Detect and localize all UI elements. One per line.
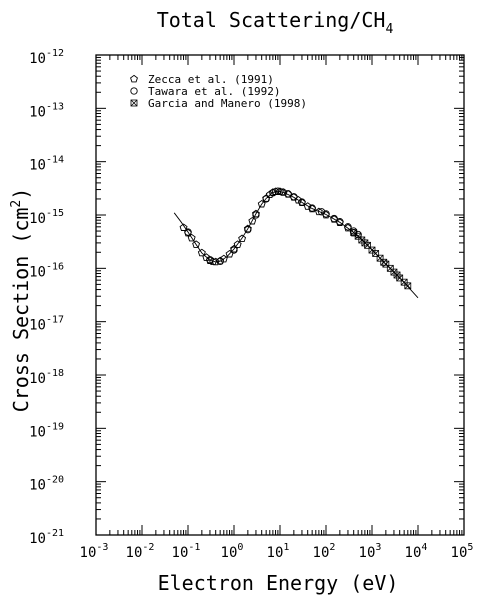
chart-title: Total Scattering/CH4 bbox=[157, 8, 394, 37]
y-axis-label-close: ) bbox=[9, 188, 33, 200]
data-point-series-1 bbox=[248, 216, 257, 225]
x-tick-labels: 10-3 10-2 10-1 100 101 102 103 104 105 bbox=[80, 542, 474, 561]
y-axis-label: Cross Section (cm2) bbox=[9, 188, 33, 413]
y-axis-label-main: Cross Section (cm bbox=[9, 208, 33, 413]
data-point-series-1 bbox=[314, 207, 323, 216]
x-axis-label: Electron Energy (eV) bbox=[158, 571, 399, 595]
x-tick-label: 103 bbox=[359, 542, 382, 561]
data-point-series-2 bbox=[344, 223, 352, 231]
data-point-series-1 bbox=[179, 223, 188, 231]
y-tick-label: 10-19 bbox=[29, 421, 64, 440]
data-point-series-1 bbox=[187, 233, 196, 242]
data-point-series-1 bbox=[238, 234, 247, 243]
plot-frame bbox=[95, 54, 465, 536]
x-tick-label: 102 bbox=[313, 542, 336, 561]
data-point-series-2 bbox=[269, 189, 277, 197]
data-point-series-2 bbox=[252, 211, 260, 219]
legend-label-1: Zecca et al. (1991) bbox=[148, 73, 274, 86]
legend-marker-2 bbox=[130, 87, 138, 95]
chart-title-main: Total Scattering/CH bbox=[157, 8, 386, 32]
data-point-series-3 bbox=[404, 282, 412, 290]
data-point-series-2 bbox=[244, 226, 252, 234]
legend: Zecca et al. (1991)Tawara et al. (1992)G… bbox=[130, 73, 307, 110]
legend-marker-3 bbox=[130, 99, 138, 107]
axis-ticks bbox=[95, 55, 464, 536]
data-point-series-1 bbox=[257, 199, 266, 208]
y-tick-label: 10-18 bbox=[29, 368, 64, 387]
y-tick-label: 10-14 bbox=[29, 155, 64, 174]
chart-title-subscript: 4 bbox=[385, 22, 393, 37]
data-point-series-3 bbox=[382, 260, 390, 268]
x-tick-label: 10-2 bbox=[126, 542, 155, 561]
data-point-series-1 bbox=[251, 209, 260, 218]
data-point-series-2 bbox=[216, 257, 224, 266]
data-point-series-3 bbox=[350, 229, 358, 236]
y-tick-label: 10-17 bbox=[29, 315, 64, 334]
x-tick-label: 10-3 bbox=[80, 542, 109, 561]
data-markers bbox=[179, 187, 412, 290]
data-point-series-2 bbox=[230, 246, 238, 254]
data-point-series-2 bbox=[206, 256, 214, 264]
data-point-series-2 bbox=[184, 228, 192, 236]
y-tick-label: 10-16 bbox=[29, 261, 64, 280]
data-point-series-2 bbox=[336, 218, 344, 226]
x-tick-label: 105 bbox=[451, 542, 474, 561]
x-tick-label: 10-1 bbox=[172, 542, 201, 561]
data-point-series-2 bbox=[298, 198, 306, 206]
data-point-series-1 bbox=[192, 240, 201, 248]
y-axis-label-superscript: 2 bbox=[9, 200, 24, 208]
data-point-series-2 bbox=[322, 210, 330, 218]
x-tick-label: 101 bbox=[267, 542, 290, 561]
legend-label-3: Garcia and Manero (1998) bbox=[148, 97, 307, 110]
data-point-series-2 bbox=[262, 195, 270, 203]
legend-label-2: Tawara et al. (1992) bbox=[148, 85, 280, 98]
x-tick-label: 100 bbox=[221, 542, 244, 561]
fit-curve bbox=[173, 190, 419, 299]
y-tick-label: 10-15 bbox=[29, 208, 64, 227]
data-point-series-2 bbox=[290, 193, 298, 201]
data-point-series-1 bbox=[243, 224, 252, 233]
data-point-series-1 bbox=[202, 253, 211, 261]
data-point-series-1 bbox=[197, 248, 206, 257]
y-tick-label: 10-13 bbox=[29, 101, 64, 120]
data-point-series-2 bbox=[317, 208, 326, 216]
y-tick-labels: 10-12 10-13 10-14 10-15 10-16 10-17 10-18 10-19… bbox=[29, 48, 64, 547]
data-point-series-2 bbox=[284, 190, 292, 198]
x-tick-label: 104 bbox=[405, 542, 428, 561]
legend-marker-1 bbox=[130, 74, 138, 83]
data-point-series-1 bbox=[219, 254, 228, 263]
data-point-series-1 bbox=[233, 240, 242, 248]
data-point-series-2 bbox=[330, 214, 338, 223]
y-tick-label: 10-20 bbox=[29, 475, 64, 494]
y-tick-label: 10-12 bbox=[29, 48, 64, 67]
data-point-series-1 bbox=[209, 257, 218, 266]
y-tick-label: 10-21 bbox=[29, 528, 64, 547]
data-point-series-2 bbox=[308, 204, 316, 212]
data-point-series-2 bbox=[274, 187, 282, 195]
